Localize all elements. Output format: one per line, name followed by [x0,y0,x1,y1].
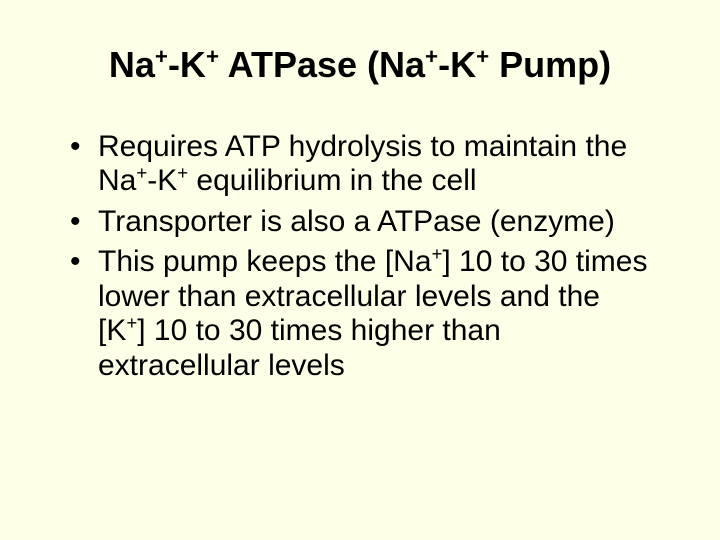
bullet-list: Requires ATP hydrolysis to maintain the … [70,130,650,384]
slide-title: Na+-K+ ATPase (Na+-K+ Pump) [70,45,650,85]
bullet-text: Transporter is also a ATPase (enzyme) [98,205,615,238]
bullet-text: equilibrium in the cell [188,164,476,197]
title-sup: + [206,44,219,69]
bullet-sup: + [136,162,147,183]
list-item: Transporter is also a ATPase (enzyme) [70,205,650,240]
title-sup: + [425,44,438,69]
title-text: ATPase (Na [219,44,425,85]
list-item: Requires ATP hydrolysis to maintain the … [70,130,650,199]
bullet-sup: + [177,162,188,183]
title-text: -K [168,44,206,85]
bullet-sup: + [126,312,137,333]
bullet-text: This pump keeps the [Na [98,245,432,278]
title-text: Pump) [489,44,611,85]
title-text: -K [438,44,476,85]
title-sup: + [155,44,168,69]
list-item: This pump keeps the [Na+] 10 to 30 times… [70,245,650,383]
title-sup: + [476,44,489,69]
title-text: Na [109,44,155,85]
bullet-sup: + [432,243,443,264]
slide: Na+-K+ ATPase (Na+-K+ Pump) Requires ATP… [0,0,720,540]
bullet-text: ] 10 to 30 times higher than extracellul… [98,314,501,382]
bullet-text: -K [147,164,177,197]
